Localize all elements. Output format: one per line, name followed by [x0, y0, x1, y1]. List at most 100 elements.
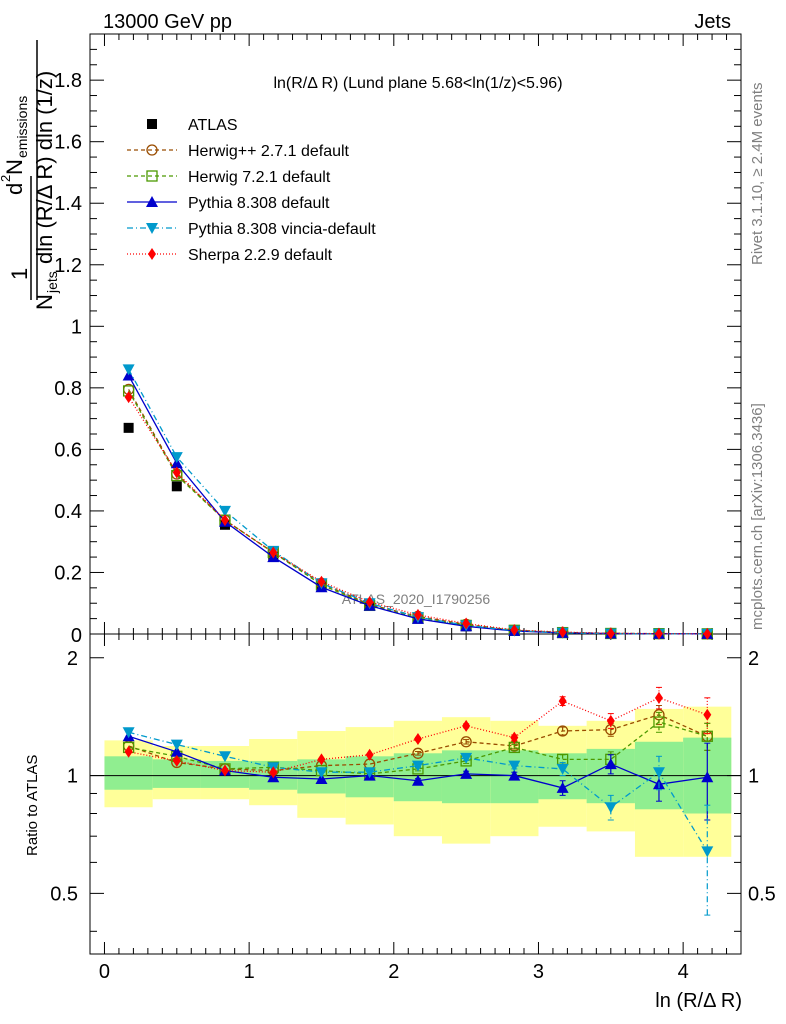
data-point	[147, 119, 157, 129]
data-point	[701, 846, 714, 858]
data-point	[460, 736, 472, 748]
lower-y-tick-label-right: 0.5	[748, 883, 776, 905]
svg-text:emissions: emissions	[14, 96, 30, 158]
upper-y-tick-label: 0.6	[54, 439, 82, 461]
data-point	[412, 747, 424, 759]
data-point	[269, 546, 278, 559]
upper-y-tick-label: 1	[71, 316, 82, 338]
lower-y-tick-label: 2	[67, 648, 78, 670]
legend-label: Pythia 8.308 vincia-default	[188, 221, 376, 238]
data-point	[654, 627, 663, 640]
upper-y-tick-label: 1.6	[54, 132, 82, 154]
data-point	[606, 627, 615, 640]
data-point	[170, 745, 183, 757]
data-point	[269, 766, 278, 779]
data-point	[363, 767, 376, 779]
legend-label: Herwig++ 2.7.1 default	[188, 143, 350, 160]
x-tick-label: 1	[244, 961, 255, 983]
data-point	[317, 753, 326, 766]
data-series	[122, 364, 714, 916]
data-point	[604, 802, 617, 814]
upper-y-tick-label: 1.8	[54, 70, 82, 92]
data-point	[122, 727, 135, 739]
data-point	[411, 760, 424, 772]
x-tick-label: 3	[533, 961, 544, 983]
data-point	[558, 626, 567, 639]
data-point	[654, 691, 663, 704]
data-point	[146, 170, 158, 182]
lower-y-tick-label-right: 1	[748, 766, 759, 788]
upper-y-tick-label: 1.2	[54, 255, 82, 277]
svg-text:N: N	[32, 294, 57, 310]
x-axis-title: ln (R/Δ R)	[655, 990, 742, 1012]
data-point	[462, 617, 471, 630]
legend-item: Sherpa 2.2.9 default	[127, 247, 333, 264]
data-point	[556, 725, 569, 737]
mcplots-reference-label: mcplots.cern.ch [arXiv:1306.3436]	[749, 403, 766, 630]
series-sherpa-2-2-9-default	[124, 391, 712, 779]
inner-uncertainty-band	[104, 756, 153, 790]
data-point	[508, 769, 521, 781]
data-point	[315, 767, 328, 779]
x-tick-label: 4	[678, 961, 689, 983]
data-point	[123, 422, 134, 433]
data-point	[146, 196, 158, 207]
data-point	[604, 758, 617, 770]
data-point	[606, 714, 615, 727]
svg-text:dln (R/Δ R) dln (1/z): dln (R/Δ R) dln (1/z)	[32, 71, 57, 264]
legend-item: Herwig++ 2.7.1 default	[127, 143, 350, 160]
data-point	[122, 364, 135, 376]
legend-label: Sherpa 2.2.9 default	[188, 247, 333, 264]
uncertainty-bands	[104, 706, 732, 857]
x-tick-label: 0	[99, 961, 110, 983]
data-point	[172, 466, 181, 479]
data-point	[146, 223, 158, 234]
lower-y-axis-title: Ratio to ATLAS	[24, 755, 41, 856]
legend-label: Pythia 8.308 default	[188, 195, 330, 212]
data-point	[510, 624, 519, 636]
data-point	[701, 771, 714, 783]
data-point	[148, 248, 156, 260]
data-point	[460, 752, 473, 764]
data-point	[171, 481, 182, 492]
data-point	[556, 781, 569, 793]
data-point	[124, 391, 133, 404]
upper-y-tick-label: 0.2	[54, 562, 82, 584]
data-point	[413, 733, 422, 746]
data-point	[510, 731, 519, 744]
data-point	[172, 754, 181, 767]
data-point	[462, 719, 471, 732]
data-point	[124, 745, 133, 758]
legend-item: ATLAS	[147, 117, 238, 134]
svg-text:1: 1	[7, 268, 32, 280]
analysis-watermark: ATLAS_2020_I1790256	[342, 591, 491, 607]
data-point	[220, 514, 229, 527]
data-point	[411, 774, 424, 786]
data-point	[703, 708, 712, 721]
data-point	[170, 739, 183, 751]
data-point	[558, 695, 567, 708]
data-point	[218, 505, 231, 517]
svg-text:2: 2	[0, 175, 13, 182]
data-point	[653, 716, 665, 728]
series-herwig-2-7-1-default	[122, 383, 713, 777]
data-point	[365, 748, 374, 761]
lower-y-tick-label: 1	[67, 766, 78, 788]
svg-text:d: d	[2, 183, 27, 195]
data-point	[508, 760, 521, 772]
data-point	[413, 608, 422, 621]
upper-y-tick-label: 0	[71, 625, 82, 647]
plot-title: ln(R/Δ R) (Lund plane 5.68<ln(1/z)<5.96)	[273, 75, 562, 92]
upper-y-tick-label: 1.4	[54, 193, 82, 215]
legend-item: Pythia 8.308 vincia-default	[127, 221, 376, 238]
rivet-version-label: Rivet 3.1.10, ≥ 2.4M events	[749, 83, 766, 266]
legend-label: ATLAS	[188, 117, 238, 134]
header-process-label: 13000 GeV pp	[103, 11, 232, 33]
upper-y-tick-label: 0.4	[54, 501, 82, 523]
data-point	[220, 764, 229, 777]
upper-y-tick-label: 0.8	[54, 378, 82, 400]
data-point	[317, 575, 326, 588]
upper-y-axis-title: 1 N jets dln (R/Δ R) dln (1/z) d 2 N emi…	[0, 40, 60, 310]
data-point	[556, 763, 569, 775]
